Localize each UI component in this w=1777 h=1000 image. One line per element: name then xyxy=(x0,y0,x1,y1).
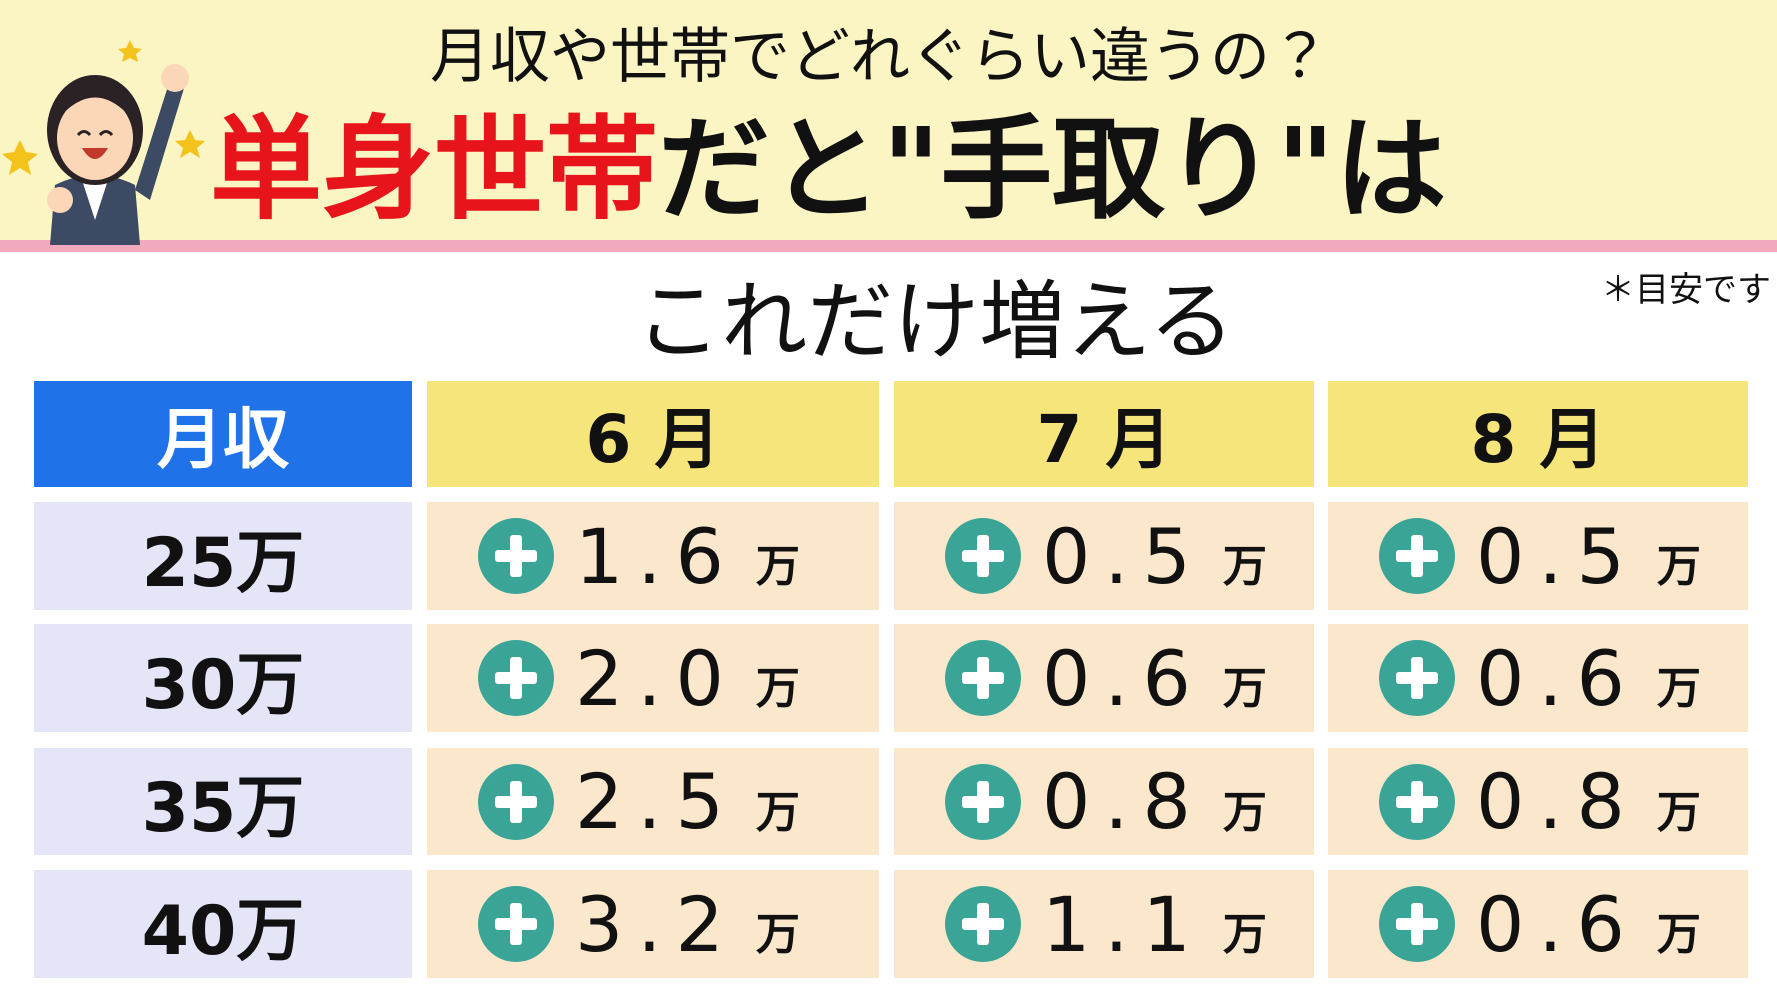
plus-icon xyxy=(1379,763,1455,840)
value-cell: 2.0 万 xyxy=(427,624,879,732)
value: 0.6 xyxy=(1476,633,1639,723)
row-label: 40万 xyxy=(34,870,412,978)
plus-icon xyxy=(945,518,1021,594)
unit: 万 xyxy=(1656,541,1701,592)
unit: 万 xyxy=(1656,786,1701,838)
column-header: 月収 xyxy=(34,381,412,487)
value-cell: 0.5 万 xyxy=(894,502,1314,610)
value-cell: 1.1 万 xyxy=(894,870,1314,978)
value-cell: 0.5 万 xyxy=(1328,502,1748,610)
unit: 万 xyxy=(1656,909,1701,960)
plus-icon xyxy=(945,763,1021,840)
note: ＊目安です xyxy=(1601,270,1771,310)
subtitle: これだけ増える xyxy=(635,272,1235,372)
value-cell: 0.6 万 xyxy=(1328,624,1748,732)
column-header: 6 月 xyxy=(427,381,879,487)
header-band xyxy=(0,0,1777,240)
plus-icon xyxy=(1379,640,1455,716)
plus-icon xyxy=(1379,886,1455,962)
row-label: 25万 xyxy=(34,502,412,610)
value-cell: 1.6 万 xyxy=(427,502,879,610)
question: 月収や世帯でどれぐらい違うの？ xyxy=(430,22,1330,92)
value-cell: 0.8 万 xyxy=(1328,748,1748,855)
value-cell: 2.5 万 xyxy=(427,748,879,855)
plus-icon xyxy=(1379,518,1455,594)
plus-icon xyxy=(945,640,1021,716)
value: 0.6 xyxy=(1042,633,1205,723)
title-rest: だと"手取り"は xyxy=(658,105,1447,235)
unit: 万 xyxy=(755,541,800,592)
row-label: 30万 xyxy=(34,624,412,732)
plus-icon xyxy=(478,763,554,840)
value: 0.8 xyxy=(1042,757,1205,846)
column-header: 8 月 xyxy=(1328,381,1748,487)
unit: 万 xyxy=(1222,541,1267,592)
value-cell: 0.8 万 xyxy=(894,748,1314,855)
plus-icon xyxy=(478,518,554,594)
value: 1.1 xyxy=(1042,879,1205,969)
value-cell: 0.6 万 xyxy=(894,624,1314,732)
value: 0.5 xyxy=(1042,511,1205,601)
value: 3.2 xyxy=(575,879,738,969)
unit: 万 xyxy=(1222,663,1267,714)
unit: 万 xyxy=(1222,909,1267,960)
plus-icon xyxy=(945,886,1021,962)
unit: 万 xyxy=(755,909,800,960)
row-label: 35万 xyxy=(34,748,412,855)
title-highlight: 単身世帯 xyxy=(210,105,658,235)
plus-icon xyxy=(478,886,554,962)
unit: 万 xyxy=(755,786,800,838)
unit: 万 xyxy=(1222,786,1267,838)
title: 単身世帯だと"手取り"は xyxy=(210,108,1447,232)
unit: 万 xyxy=(755,663,800,714)
value: 0.8 xyxy=(1476,757,1639,846)
column-header: 7 月 xyxy=(894,381,1314,487)
value: 0.6 xyxy=(1476,879,1639,969)
character-illustration xyxy=(2,40,205,245)
plus-icon xyxy=(478,640,554,716)
value: 1.6 xyxy=(575,511,738,601)
value-cell: 0.6 万 xyxy=(1328,870,1748,978)
value-cell: 3.2 万 xyxy=(427,870,879,978)
header-divider xyxy=(0,240,1777,252)
value: 2.0 xyxy=(575,633,738,723)
unit: 万 xyxy=(1656,663,1701,714)
value: 2.5 xyxy=(575,757,738,846)
value: 0.5 xyxy=(1476,511,1639,601)
